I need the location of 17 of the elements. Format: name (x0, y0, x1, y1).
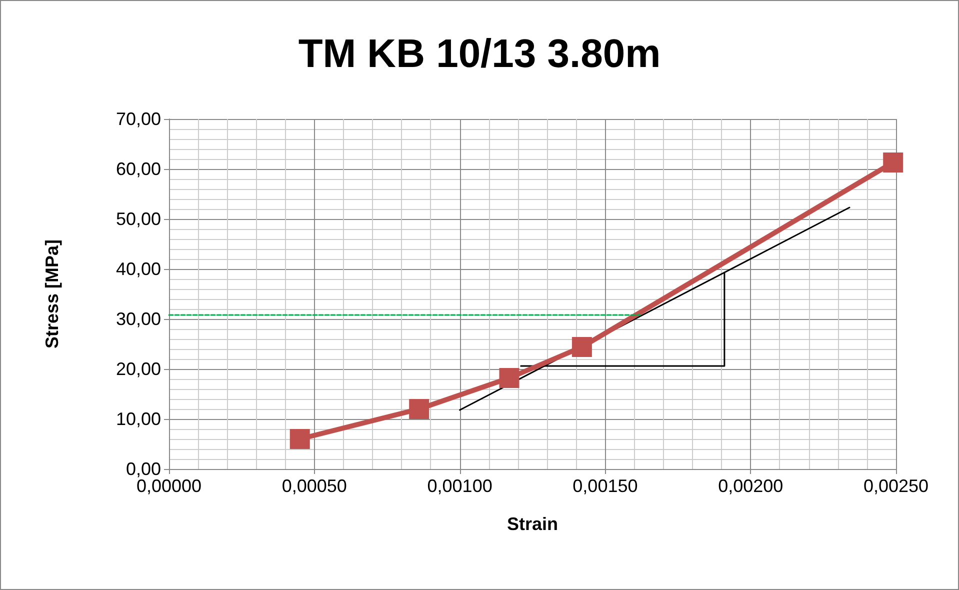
x-axis-title: Strain (506, 514, 558, 534)
chart-title: TM KB 10/13 3.80m (298, 32, 661, 76)
x-tick-label: 0,00050 (282, 476, 347, 496)
y-tick-label: 30,00 (116, 309, 161, 329)
y-tick-label: 20,00 (116, 359, 161, 379)
y-tick-label: 60,00 (116, 159, 161, 179)
y-tick-label: 0,00 (126, 459, 161, 479)
y-tick-label: 10,00 (116, 409, 161, 429)
y-tick-label: 50,00 (116, 209, 161, 229)
x-tick-label: 0,00250 (863, 476, 929, 496)
x-tick-label: 0,00000 (136, 476, 202, 496)
y-tick-label: 70,00 (116, 109, 161, 129)
x-tick-label: 0,00150 (572, 476, 638, 496)
x-tick-label: 0,00100 (427, 476, 492, 496)
y-tick-label: 40,00 (116, 259, 161, 279)
x-tick-label: 0,00200 (718, 476, 784, 496)
y-axis-title: Stress [MPa] (42, 239, 62, 349)
